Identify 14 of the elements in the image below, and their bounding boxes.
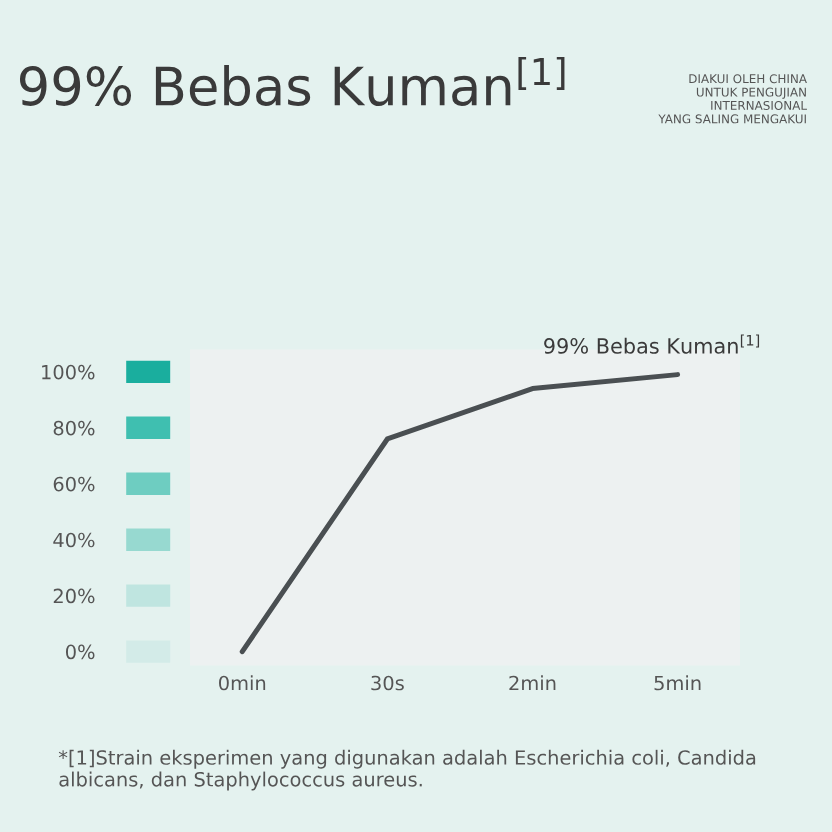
y-tick-label: 20% xyxy=(53,588,95,604)
line-series xyxy=(239,372,681,655)
x-tick-label: 2min xyxy=(509,675,556,691)
x-tick-label: 30s xyxy=(371,675,404,691)
chart-title: 99% Bebas Kuman$^{[1]}$ xyxy=(19,56,565,106)
y-tick-label: 40% xyxy=(53,532,95,548)
x-tick-label: 0min xyxy=(219,675,266,691)
annotation: 99% Bebas Kuman$^{[1]}$ xyxy=(544,334,760,354)
y-tick-label: 80% xyxy=(53,420,95,436)
y-tick-label: 60% xyxy=(53,476,95,492)
y-tick-label: 100% xyxy=(42,364,95,380)
text: *[1]Strain eksperimen yang digunakan adalah Escherichia coli, Candida albicans, dan Staphylococcus aureus. xyxy=(58,749,756,791)
y-tick-label: 0% xyxy=(65,644,95,660)
x-tick-label: 5min xyxy=(654,675,701,691)
